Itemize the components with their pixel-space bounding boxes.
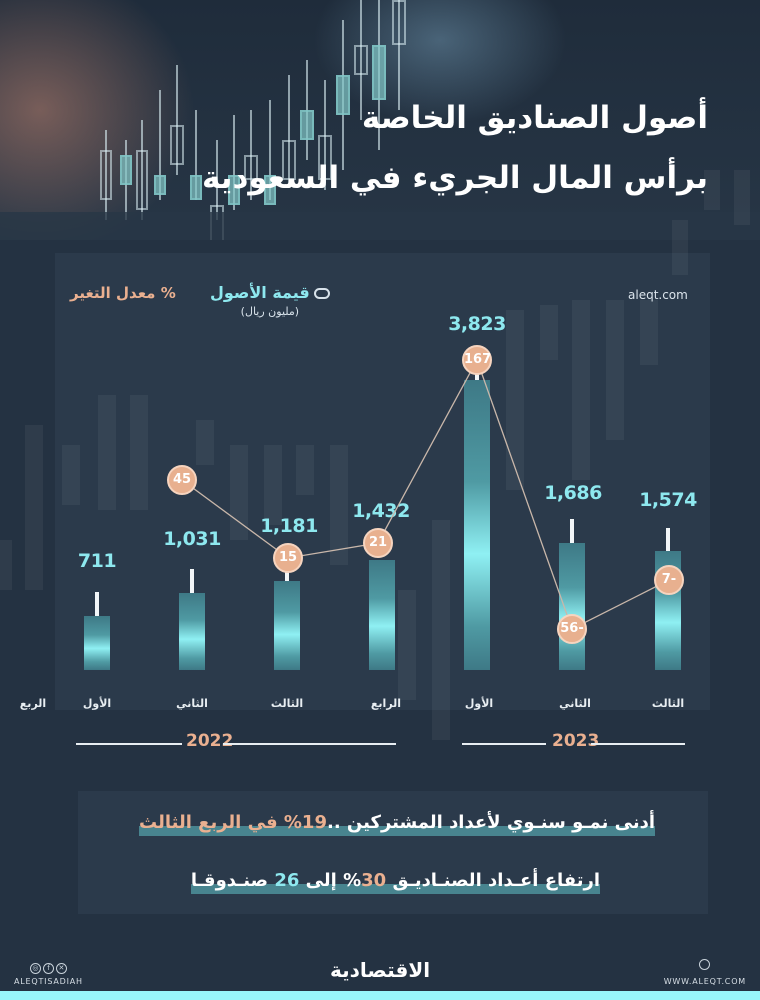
decor-bg-candle bbox=[506, 310, 524, 490]
website-link[interactable]: WWW.ALEQT.COM bbox=[663, 977, 746, 986]
decor-candle bbox=[318, 80, 332, 190]
decor-bg-candle bbox=[704, 170, 720, 210]
value-label: 1,686 bbox=[544, 482, 602, 504]
decor-bg-candle bbox=[640, 300, 658, 365]
year-divider bbox=[76, 743, 182, 745]
decor-bg-candle bbox=[398, 590, 416, 700]
x-label: الأول bbox=[464, 697, 494, 710]
year-divider bbox=[290, 743, 396, 745]
decor-bg-candle bbox=[196, 420, 214, 465]
decor-bg-candle bbox=[98, 395, 116, 510]
decor-candle bbox=[264, 100, 276, 205]
decor-bg-candle bbox=[330, 445, 348, 565]
title-line-1: أصول الصناديق الخاصة bbox=[361, 100, 708, 136]
site-watermark: aleqt.com bbox=[628, 288, 688, 302]
subscribers-growth: 19 bbox=[301, 812, 327, 833]
decor-bg-candle bbox=[0, 540, 12, 590]
value-label: 1,432 bbox=[352, 500, 410, 522]
bar-q1-2023 bbox=[464, 370, 490, 670]
decor-candle bbox=[136, 120, 148, 220]
bar-q4-2022 bbox=[369, 560, 395, 670]
decor-bg-candle bbox=[540, 305, 558, 360]
decor-candle bbox=[154, 90, 166, 200]
year-divider bbox=[462, 743, 546, 745]
decor-candle bbox=[282, 75, 296, 185]
value-label: 1,181 bbox=[260, 515, 318, 537]
hero-banner: أصول الصناديق الخاصة برأس المال الجريء ف… bbox=[0, 0, 760, 240]
decor-bg-candle bbox=[230, 445, 248, 540]
summary-box bbox=[78, 791, 708, 914]
decor-bg-candle bbox=[62, 445, 80, 505]
page-title: أصول الصناديق الخاصة برأس المال الجريء ف… bbox=[202, 88, 708, 208]
summary-line-2: ارتفاع أعـداد الصنـاديـق 30% إلى 26 صنـد… bbox=[190, 870, 600, 894]
year-label-2023: 2023 bbox=[552, 731, 600, 751]
value-label: 1,574 bbox=[639, 489, 697, 511]
decor-candle bbox=[228, 115, 240, 210]
social-handle: ALEQTISADIAH bbox=[14, 977, 83, 986]
change-bubble: 56- bbox=[557, 614, 587, 644]
decor-candle bbox=[190, 110, 202, 200]
decor-bg-candle bbox=[432, 520, 450, 740]
change-bubble: 21 bbox=[363, 528, 393, 558]
change-bubble: 15 bbox=[273, 543, 303, 573]
website-block: WWW.ALEQT.COM bbox=[664, 955, 746, 986]
decor-bg-candle bbox=[130, 395, 148, 510]
decor-candle bbox=[392, 0, 406, 110]
year-divider bbox=[223, 743, 330, 745]
decor-bg-candle bbox=[572, 300, 590, 480]
globe-icon bbox=[699, 959, 711, 970]
decor-bg-candle bbox=[296, 445, 314, 495]
decor-candle bbox=[120, 140, 132, 220]
decor-candle bbox=[354, 0, 368, 120]
value-label: 711 bbox=[77, 550, 117, 572]
legend-change-rate: % معدل التغير bbox=[70, 284, 176, 302]
coins-icon bbox=[313, 288, 330, 299]
decor-bg-candle bbox=[606, 300, 624, 440]
funds-growth: 30 bbox=[361, 870, 387, 891]
bottom-accent-bar bbox=[0, 991, 760, 1000]
x-label: الثاني bbox=[559, 697, 591, 710]
decor-candle bbox=[244, 110, 258, 200]
x-label: الثاني bbox=[176, 697, 208, 710]
legend-unit: (مليون ريال) bbox=[240, 305, 300, 318]
change-bubble: 45 bbox=[167, 465, 197, 495]
x-label: الثالث bbox=[651, 697, 685, 710]
change-bubble: 167 bbox=[462, 345, 492, 375]
decor-candle bbox=[336, 20, 350, 170]
facebook-icon[interactable]: f bbox=[42, 963, 54, 974]
legend-asset-value: قيمة الأصول (مليون ريال) bbox=[210, 283, 330, 318]
x-label: الأول bbox=[82, 697, 112, 710]
bar-q1-2022 bbox=[84, 592, 110, 670]
brand-logo: الاقتصادية bbox=[330, 958, 431, 982]
x-icon[interactable]: ✕ bbox=[55, 963, 67, 974]
decor-candle bbox=[170, 65, 184, 175]
instagram-icon[interactable]: ◎ bbox=[29, 963, 41, 974]
social-block: ◎ f ✕ ALEQTISADIAH bbox=[14, 955, 83, 986]
change-bubble: 7- bbox=[654, 565, 684, 595]
bar-q3-2022 bbox=[274, 569, 300, 670]
bar-q2-2023 bbox=[559, 519, 585, 670]
funds-count: 26 bbox=[274, 870, 300, 891]
year-label-2022: 2022 bbox=[186, 731, 234, 751]
value-label: 3,823 bbox=[448, 313, 506, 335]
title-line-2: برأس المال الجريء في السعودية bbox=[202, 160, 708, 196]
x-label: الثالث bbox=[270, 697, 304, 710]
x-label: الرابع bbox=[370, 697, 402, 710]
value-label: 1,031 bbox=[163, 528, 221, 550]
summary-line-1: أدنى نمـو سنـوي لأعداد المشتركين ..19% ف… bbox=[139, 812, 655, 836]
decor-candle bbox=[300, 60, 314, 160]
decor-bg-candle bbox=[672, 220, 688, 275]
decor-bg-candle bbox=[264, 445, 282, 525]
decor-strip bbox=[0, 212, 760, 240]
bar-q2-2022 bbox=[179, 569, 205, 670]
decor-bg-candle bbox=[25, 425, 43, 590]
decor-bg-candle bbox=[734, 170, 750, 225]
x-axis-prefix: الربع bbox=[19, 697, 47, 710]
decor-candle bbox=[372, 0, 386, 150]
legend-asset-value-label: قيمة الأصول bbox=[210, 283, 310, 302]
year-divider bbox=[591, 743, 685, 745]
decor-candle bbox=[100, 130, 112, 220]
